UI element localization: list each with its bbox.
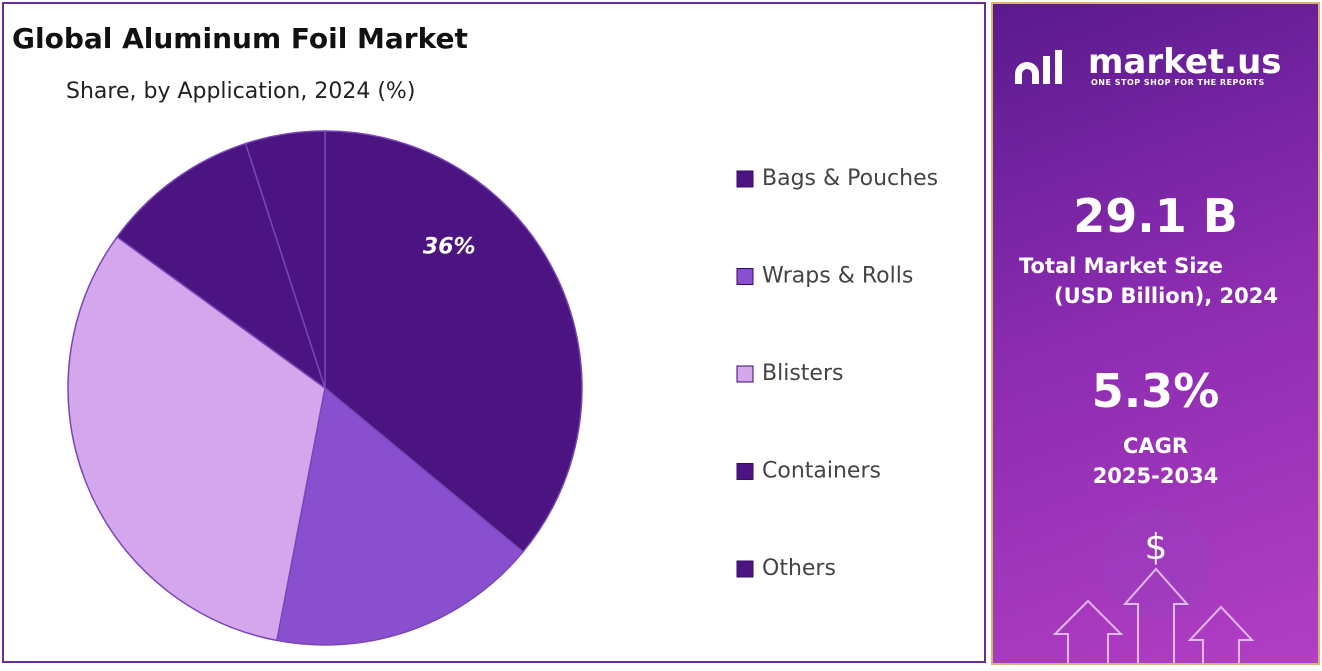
pie-slice — [244, 130, 326, 389]
side-panel: $ market.us ONE STOP SHOP FOR THE REPORT… — [991, 2, 1320, 665]
data-label: 36% — [423, 234, 476, 259]
market-size-label: (USD Billion), 2024 — [1053, 284, 1278, 308]
decoration: $ — [1015, 50, 1255, 663]
tagline: ONE STOP SHOP FOR THE REPORTS — [1091, 78, 1265, 87]
coin-glow — [1101, 509, 1211, 619]
market-size-label: Total Market Size — [1019, 254, 1223, 278]
dollar-icon: $ — [1145, 527, 1168, 568]
pie-slice — [275, 386, 525, 646]
legend-swatch — [736, 463, 754, 480]
legend-swatch — [736, 365, 754, 383]
legend-swatch — [736, 268, 754, 285]
brand: market.us — [1088, 42, 1282, 82]
legend-label: Containers — [762, 459, 881, 484]
chart: Global Aluminum Foil Market Share, by Ap… — [12, 22, 938, 646]
chart-subtitle: Share, by Application, 2024 (%) — [66, 79, 415, 104]
legend-swatch — [736, 170, 754, 188]
brand-logo — [1015, 50, 1062, 84]
legend-swatch — [736, 560, 754, 578]
legend-label: Others — [762, 556, 836, 581]
cagr: 5.3% — [1091, 364, 1220, 418]
pie-slice — [324, 130, 583, 553]
arrows — [1052, 567, 1255, 663]
pie-slice — [116, 142, 327, 390]
cagr-label: CAGR — [1122, 434, 1189, 458]
legend-label: Wraps & Rolls — [762, 264, 913, 289]
legend-label: Bags & Pouches — [762, 166, 938, 191]
market-size: 29.1 B — [1073, 189, 1238, 243]
legend-label: Blisters — [762, 361, 843, 386]
cagr-period: 2025-2034 — [1092, 464, 1219, 488]
chart-title: Global Aluminum Foil Market — [12, 22, 468, 55]
pie-slice — [67, 235, 326, 642]
chart-panel: Global Aluminum Foil Market Share, by Ap… — [2, 2, 986, 663]
